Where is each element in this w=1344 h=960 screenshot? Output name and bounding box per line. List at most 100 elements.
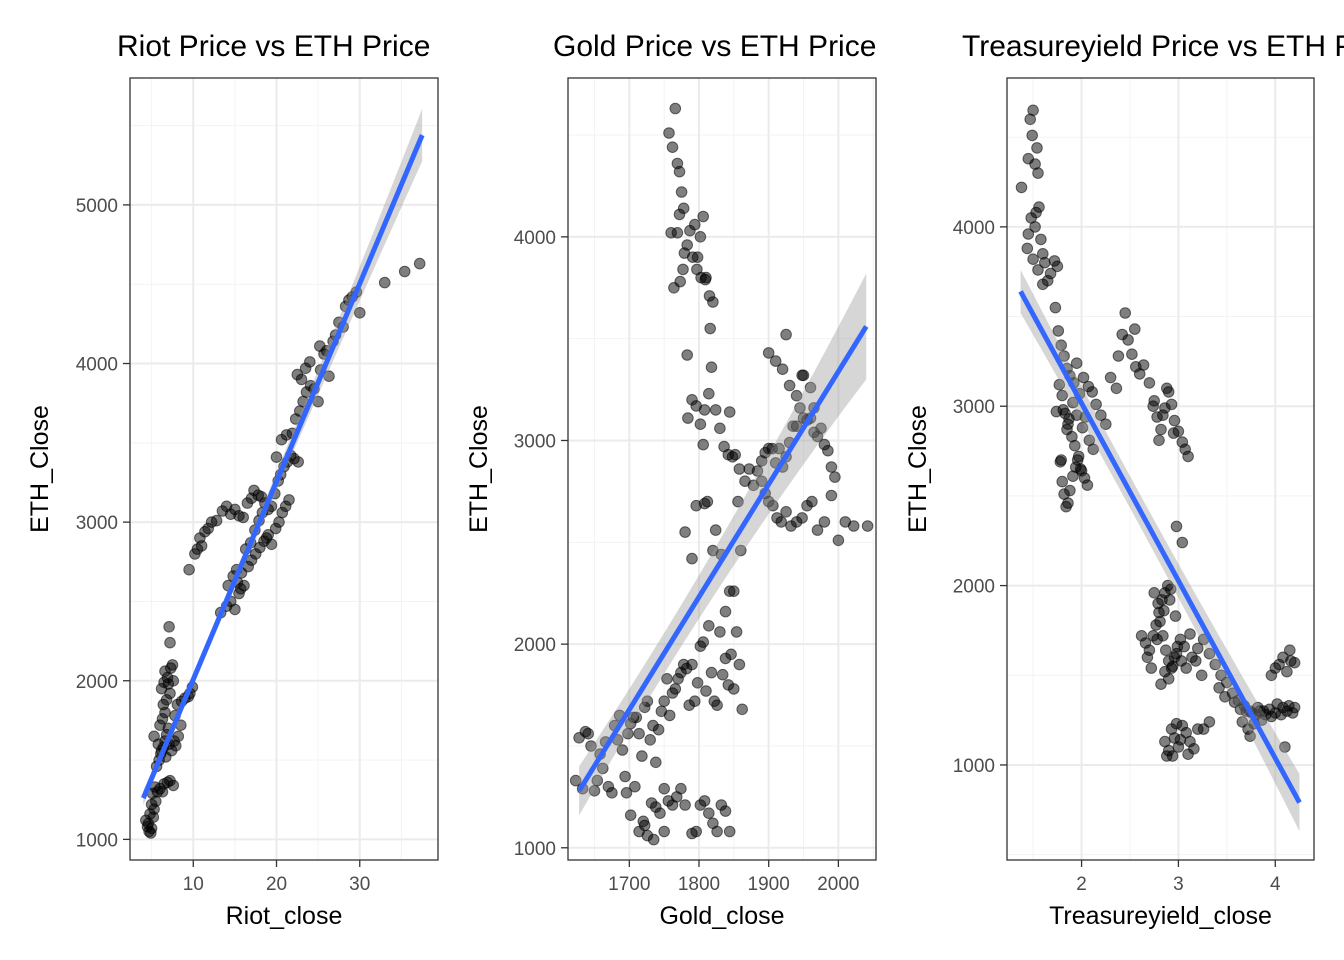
data-point — [1033, 201, 1045, 213]
data-point — [769, 355, 782, 367]
data-point — [675, 186, 688, 198]
data-point — [644, 734, 657, 746]
data-point — [1049, 301, 1062, 314]
data-point — [1157, 409, 1169, 422]
data-point — [229, 603, 241, 616]
data-point — [811, 524, 824, 536]
data-point — [1155, 423, 1167, 436]
data-point — [283, 494, 295, 506]
data-point — [690, 825, 703, 838]
data-point — [666, 141, 679, 153]
data-point — [1119, 307, 1131, 319]
data-point — [1081, 479, 1094, 491]
data-point — [1037, 278, 1049, 291]
data-point — [1168, 414, 1181, 427]
data-point — [413, 257, 426, 270]
data-point — [818, 516, 831, 528]
data-point — [790, 389, 803, 402]
data-point — [1158, 604, 1170, 617]
data-point — [1126, 348, 1138, 361]
data-point — [1219, 691, 1231, 703]
data-point — [620, 787, 633, 799]
data-point — [1021, 242, 1034, 255]
y-tick-label: 4000 — [953, 218, 995, 239]
data-point — [719, 605, 732, 618]
data-point — [1055, 339, 1067, 352]
data-point — [210, 514, 223, 527]
data-point — [714, 626, 726, 638]
data-point — [709, 524, 722, 536]
data-point — [1086, 386, 1098, 398]
data-point — [822, 444, 834, 457]
data-point — [1147, 400, 1159, 413]
data-point — [728, 683, 740, 695]
x-tick-label: 20 — [266, 874, 287, 895]
data-point — [716, 668, 729, 681]
data-point — [633, 727, 645, 740]
data-point — [1027, 104, 1039, 117]
data-point — [1190, 655, 1202, 667]
data-point — [1100, 418, 1112, 431]
data-point — [711, 699, 723, 712]
data-point — [1182, 450, 1194, 463]
data-point — [1032, 264, 1044, 276]
data-point — [1174, 734, 1187, 746]
data-point — [1044, 267, 1057, 280]
data-point — [1141, 651, 1154, 664]
data-point — [1178, 640, 1190, 653]
data-point — [674, 275, 687, 288]
y-tick-label: 3000 — [953, 397, 995, 418]
data-point — [1122, 334, 1134, 346]
data-point — [1031, 142, 1043, 154]
data-point — [755, 475, 768, 488]
data-point — [398, 265, 411, 278]
data-point — [679, 526, 691, 538]
data-point — [354, 307, 366, 319]
data-point — [378, 276, 391, 289]
data-point — [704, 322, 717, 335]
x-tick-label: 30 — [349, 874, 370, 895]
data-point — [1067, 396, 1079, 409]
data-point — [691, 677, 704, 689]
data-point — [597, 762, 609, 775]
data-point — [1148, 587, 1160, 599]
data-point — [1279, 741, 1291, 753]
data-point — [1151, 633, 1163, 646]
data-point — [1058, 350, 1070, 362]
data-point — [1284, 644, 1296, 657]
data-point — [767, 499, 779, 512]
data-point — [1182, 748, 1194, 761]
data-point — [773, 442, 785, 455]
data-point — [314, 340, 326, 352]
data-point — [1281, 665, 1293, 678]
data-point — [1090, 398, 1102, 411]
regression-line — [577, 325, 869, 793]
data-point — [1055, 454, 1067, 466]
data-point — [723, 825, 736, 838]
data-point — [1244, 730, 1256, 743]
data-point — [794, 402, 806, 414]
data-point — [172, 730, 185, 743]
data-point — [689, 695, 701, 708]
data-point — [1051, 260, 1064, 273]
data-point — [1062, 497, 1074, 509]
data-point — [260, 532, 273, 544]
data-point — [663, 127, 675, 139]
data-point — [689, 218, 701, 231]
panel-title: Treasureyield Price vs ETH Price — [962, 30, 1344, 63]
y-tick-label: 1000 — [514, 839, 556, 860]
data-point — [736, 703, 749, 716]
panel-riot: 10 20 30 1000 2000 3000 4000 5000 Riot Price vs … — [26, 30, 439, 930]
data-point — [675, 782, 687, 795]
data-point — [707, 296, 719, 308]
data-point — [806, 495, 818, 508]
data-point — [669, 102, 682, 115]
data-point — [641, 695, 654, 708]
x-axis-label: Riot_close — [226, 902, 343, 930]
data-point — [1053, 378, 1066, 391]
y-axis-label: ETH_Close — [465, 405, 493, 533]
data-point — [719, 805, 732, 817]
y-tick-label: 3000 — [514, 431, 556, 452]
data-point — [1075, 465, 1088, 477]
data-point — [681, 349, 694, 361]
